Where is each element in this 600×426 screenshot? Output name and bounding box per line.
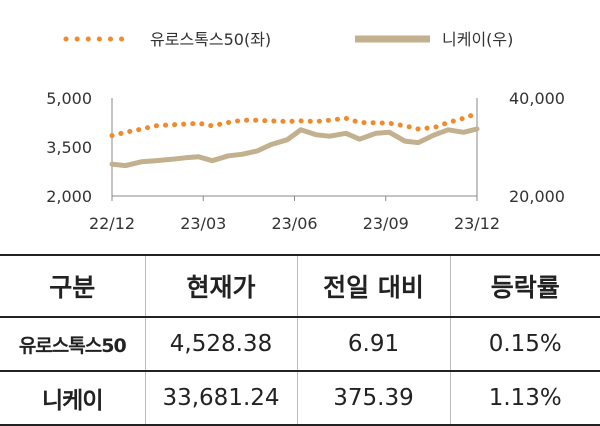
- legend-label-nikkei: 니케이(우): [442, 30, 513, 49]
- series-layer: [109, 110, 480, 169]
- y-right-tick-label: 40,000: [509, 89, 565, 108]
- x-tick-label: 22/12: [89, 214, 135, 233]
- y-left-tick-label: 2,000: [46, 187, 92, 206]
- header-category: 구분: [0, 254, 145, 318]
- row-change-rate: 1.13%: [449, 371, 600, 426]
- header-change: 전일 대비: [296, 254, 450, 318]
- row-price: 4,528.38: [144, 317, 297, 372]
- row-change: 375.39: [296, 371, 450, 426]
- row-change: 6.91: [296, 317, 450, 372]
- legend-label-eurostoxx: 유로스톡스50(좌): [150, 30, 271, 49]
- legend: 유로스톡스50(좌) 니케이(우): [63, 30, 513, 49]
- line-chart: 유로스톡스50(좌) 니케이(우) 5,000 3,500 2,000 40,000…: [46, 30, 565, 233]
- series-line-eurostoxx: [109, 110, 480, 139]
- row-name: 니케이: [0, 371, 145, 426]
- row-price: 33,681.24: [144, 371, 297, 426]
- table-row: 니케이 33,681.24 375.39 1.13%: [0, 371, 600, 426]
- x-tick-label: 23/09: [363, 214, 409, 233]
- header-change-rate: 등락률: [449, 254, 600, 318]
- stats-table: 구분 현재가 전일 대비 등락률 유로스톡스50 4,528.38 6.91 0…: [0, 254, 600, 426]
- header-price: 현재가: [144, 254, 297, 318]
- y-ticks-left: 5,000 3,500 2,000: [46, 89, 92, 206]
- table-header-row: 구분 현재가 전일 대비 등락률: [0, 254, 600, 318]
- x-ticks: 22/12 23/03 23/06 23/09 23/12: [89, 196, 500, 233]
- series-line-nikkei: [109, 126, 480, 169]
- y-left-tick-label: 3,500: [46, 138, 92, 157]
- y-right-tick-label: 20,000: [509, 187, 565, 206]
- x-tick-label: 23/06: [271, 214, 317, 233]
- x-tick-label: 23/03: [180, 214, 226, 233]
- y-ticks-right: 40,000 20,000: [509, 89, 565, 206]
- y-left-tick-label: 5,000: [46, 89, 92, 108]
- row-name: 유로스톡스50: [0, 317, 145, 372]
- x-tick-label: 23/12: [454, 214, 500, 233]
- row-change-rate: 0.15%: [449, 317, 600, 372]
- table-row: 유로스톡스50 4,528.38 6.91 0.15%: [0, 317, 600, 372]
- axes: [111, 98, 478, 197]
